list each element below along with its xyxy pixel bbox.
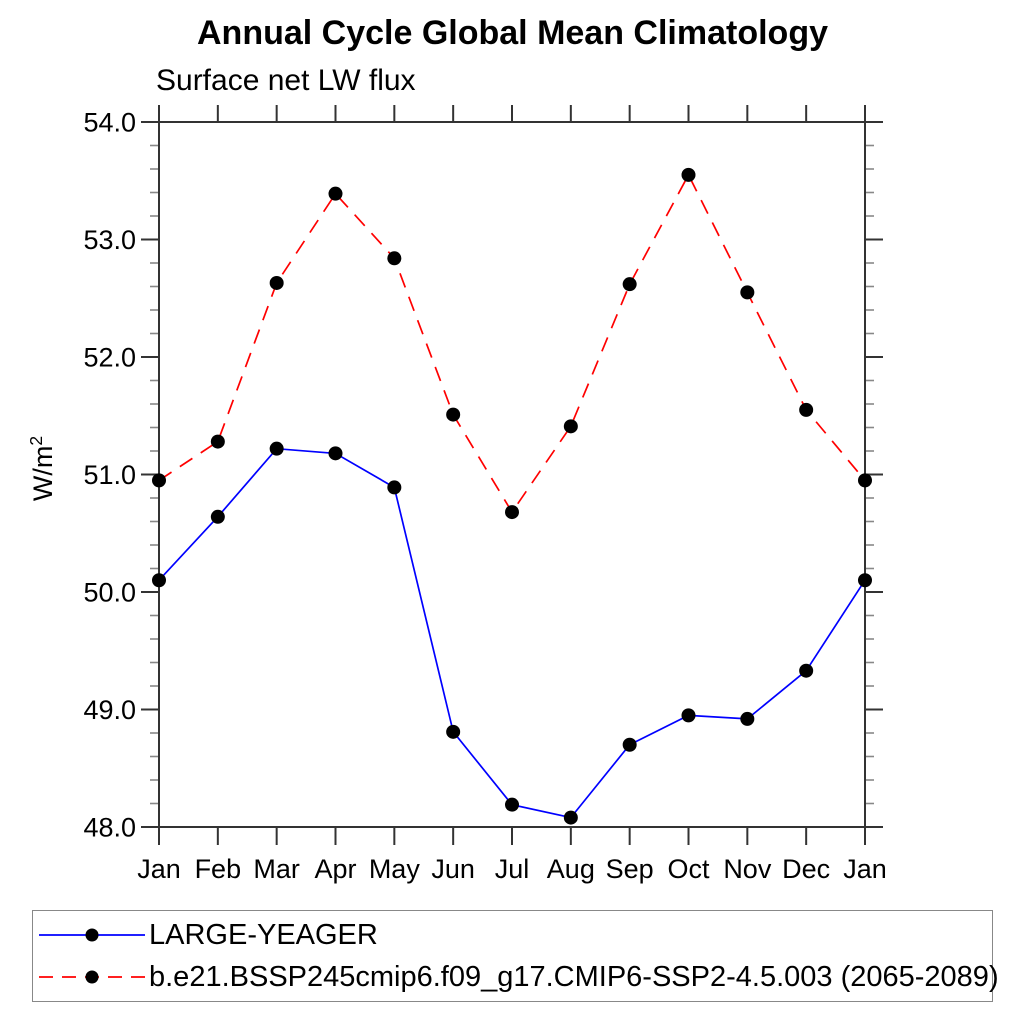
legend-marker	[85, 928, 99, 942]
data-point-marker	[387, 251, 402, 266]
legend-line-sample	[39, 970, 145, 984]
data-point-marker	[505, 505, 519, 520]
data-point-marker	[799, 402, 814, 417]
legend-marker	[85, 970, 99, 984]
x-tick-label: Apr	[314, 854, 356, 884]
y-tick-label: 48.0	[83, 813, 136, 843]
y-tick-label: 52.0	[83, 343, 136, 373]
plot-frame	[158, 121, 866, 828]
data-point-marker	[858, 573, 872, 588]
data-point-marker	[446, 407, 461, 422]
x-tick-label: Dec	[782, 854, 830, 884]
legend-entry-ssp245: b.e21.BSSP245cmip6.f09_g17.CMIP6-SSP2-4.…	[33, 957, 999, 997]
plot-area: 48.0 49.0 50.0 51.0 52.0 53.0 54.0 Jan Feb Mar Apr…	[83, 105, 887, 884]
y-tick-label: 51.0	[83, 460, 136, 490]
data-point-marker	[328, 186, 343, 201]
data-point-marker	[622, 277, 637, 292]
y-tick-label: 54.0	[83, 108, 136, 138]
data-point-marker	[387, 480, 402, 495]
data-point-marker	[152, 573, 166, 588]
data-point-marker	[740, 711, 755, 726]
legend-line-sample	[39, 928, 145, 942]
data-point-marker	[799, 663, 814, 678]
data-point-marker	[210, 509, 225, 524]
data-point-marker	[563, 419, 578, 434]
chart-title: Annual Cycle Global Mean Climatology	[197, 14, 828, 52]
data-point-marker	[740, 285, 755, 300]
legend-label: b.e21.BSSP245cmip6.f09_g17.CMIP6-SSP2-4.…	[149, 961, 999, 993]
data-point-marker	[210, 434, 225, 449]
legend: LARGE-YEAGER b.e21.BSSP245cmip6.f09_g17.…	[32, 910, 999, 1002]
data-point-marker	[152, 473, 166, 488]
x-tick-label: Nov	[723, 854, 772, 884]
x-tick-label: Jun	[431, 854, 475, 884]
data-point-marker	[446, 724, 461, 739]
data-point-marker	[681, 708, 696, 723]
y-tick-label: 53.0	[83, 225, 136, 255]
x-tick-label: Jan	[137, 854, 181, 884]
x-tick-label: Feb	[195, 854, 242, 884]
legend-entry-large-yeager: LARGE-YEAGER	[33, 915, 992, 955]
x-tick-label: Mar	[253, 854, 300, 884]
data-point-marker	[681, 167, 696, 182]
x-tick-label: Aug	[547, 854, 595, 884]
data-point-marker	[328, 446, 343, 461]
y-tick-label: 50.0	[83, 578, 136, 608]
data-point-marker	[269, 441, 284, 456]
data-point-marker	[858, 473, 872, 488]
series-line-large-yeager	[158, 447, 866, 819]
x-tick-label: Jul	[495, 854, 530, 884]
legend-label: LARGE-YEAGER	[149, 919, 378, 951]
data-point-marker	[622, 737, 637, 752]
x-tick-label: Sep	[606, 854, 654, 884]
y-tick-label: 49.0	[83, 695, 136, 725]
data-point-marker	[563, 810, 578, 825]
data-point-marker	[269, 275, 284, 290]
x-tick-label: May	[369, 854, 421, 884]
data-point-marker	[505, 797, 519, 812]
x-tick-label: Oct	[667, 854, 710, 884]
chart-subtitle: Surface net LW flux	[156, 64, 416, 97]
x-tick-label: Jan	[843, 854, 887, 884]
